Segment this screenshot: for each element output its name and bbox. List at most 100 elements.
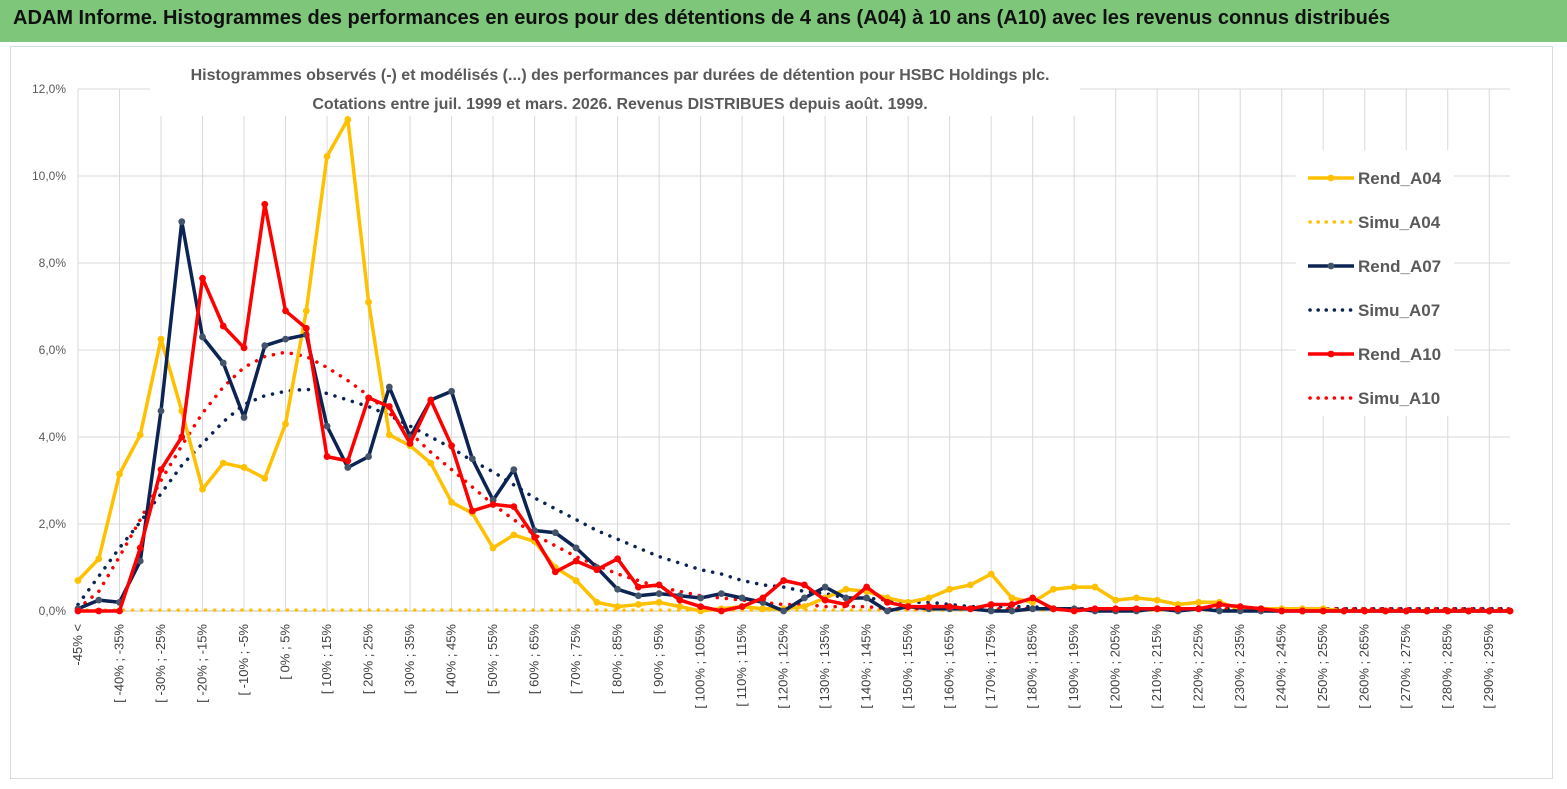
data-point-Rend_A04: [634, 601, 642, 608]
x-tick-label: [ -30% ; -25%: [153, 624, 168, 703]
data-point-Rend_A10: [1236, 603, 1244, 611]
data-point-Rend_A04: [116, 470, 123, 478]
data-point-Rend_A04: [261, 474, 269, 482]
data-point-Rend_A07: [800, 594, 808, 602]
x-tick-label: [ 140% ; 145%: [859, 624, 874, 709]
data-point-Rend_A10: [1008, 601, 1016, 608]
data-point-Rend_A10: [1112, 605, 1120, 613]
data-point-Rend_A10: [1361, 607, 1369, 615]
data-point-Rend_A10: [800, 581, 808, 589]
y-axis: 0,0% 2,0% 4,0% 6,0% 8,0% 10,0% 12,0%: [32, 82, 66, 618]
x-tick-label: [ 290% ; 295%: [1481, 624, 1496, 709]
y-tick-label: 6,0%: [39, 343, 67, 357]
page-title-banner: ADAM Informe. Histogrammes des performan…: [0, 0, 1567, 42]
data-point-Rend_A10: [1070, 607, 1078, 615]
data-point-Rend_A04: [967, 581, 974, 589]
chart-title-line1: Histogrammes observés (-) et modélisés (…: [191, 67, 1050, 84]
data-point-Rend_A10: [1153, 605, 1161, 613]
data-point-Rend_A07: [883, 607, 891, 615]
x-tick-label: [ 70% ; 75%: [568, 624, 583, 695]
data-point-Rend_A10: [261, 200, 269, 208]
data-point-Rend_A04: [1153, 596, 1161, 604]
x-tick-label: [ 40% ; 45%: [444, 624, 459, 695]
data-point-Rend_A10: [614, 555, 621, 563]
data-point-Rend_A07: [717, 590, 725, 597]
data-point-Rend_A07: [655, 590, 663, 597]
series-line-Rend_A04: [76, 117, 1510, 613]
data-point-Rend_A10: [448, 442, 455, 450]
data-point-Rend_A10: [302, 324, 310, 332]
data-point-Rend_A04: [365, 298, 372, 306]
data-point-Rend_A07: [385, 383, 393, 391]
data-point-Rend_A04: [925, 594, 933, 602]
data-point-Rend_A10: [178, 433, 186, 441]
data-point-Rend_A04: [655, 598, 663, 606]
data-point-Rend_A04: [676, 603, 684, 611]
data-point-Rend_A04: [385, 431, 393, 439]
data-point-Rend_A10: [199, 274, 206, 282]
data-point-Rend_A04: [427, 459, 435, 467]
data-point-Rend_A10: [1382, 607, 1389, 615]
data-point-Rend_A10: [904, 603, 912, 611]
data-point-Rend_A07: [448, 387, 455, 395]
x-tick-label: [ 230% ; 235%: [1232, 624, 1247, 709]
y-tick-label: 4,0%: [39, 430, 67, 444]
x-tick-label: [ 200% ; 205%: [1108, 624, 1123, 709]
data-point-Rend_A10: [1319, 607, 1327, 615]
series-line-Rend_A10: [78, 202, 1510, 613]
data-point-Rend_A07: [261, 342, 269, 350]
x-tick-label: [ 190% ; 195%: [1066, 624, 1081, 709]
data-point-Rend_A10: [531, 533, 538, 541]
data-point-Rend_A10: [240, 344, 248, 352]
data-point-Rend_A10: [925, 603, 933, 611]
data-point-Rend_A07: [551, 529, 559, 537]
data-point-Rend_A10: [883, 598, 891, 606]
legend-background: [1296, 150, 1454, 416]
data-point-Rend_A07: [1216, 607, 1223, 615]
x-tick-label: [ 90% ; 95%: [651, 624, 666, 695]
data-point-Rend_A10: [1465, 607, 1472, 615]
x-tick-label: [ 150% ; 155%: [900, 624, 915, 709]
data-point-Rend_A10: [1506, 607, 1514, 615]
data-point-Rend_A10: [697, 603, 705, 611]
data-point-Rend_A10: [1299, 607, 1306, 615]
data-point-Rend_A04: [1050, 585, 1057, 593]
data-point-Rend_A07: [219, 359, 227, 367]
legend-label-Simu_A10: Simu_A10: [1358, 389, 1440, 408]
data-point-Rend_A10: [219, 322, 227, 330]
data-point-Rend_A07: [614, 585, 621, 593]
data-point-Rend_A10: [1050, 605, 1057, 613]
data-point-Rend_A04: [1008, 594, 1016, 602]
x-tick-label: [ 20% ; 25%: [361, 624, 376, 695]
data-point-Rend_A10: [489, 501, 497, 508]
data-point-Rend_A07: [240, 414, 248, 421]
data-point-Rend_A10: [1133, 605, 1140, 613]
data-point-Rend_A10: [1091, 605, 1099, 613]
data-point-Rend_A07: [1029, 605, 1037, 613]
x-tick-label: [ 250% ; 255%: [1315, 624, 1330, 709]
chart-title-line2: Cotations entre juil. 1999 et mars. 2026…: [312, 96, 927, 113]
data-point-Rend_A10: [1402, 607, 1410, 615]
data-point-Rend_A10: [427, 396, 435, 404]
series-layer: [74, 116, 1514, 615]
data-point-Rend_A10: [738, 603, 746, 611]
x-tick-label: [ 110% ; 115%: [734, 624, 749, 707]
data-point-Rend_A10: [987, 601, 995, 608]
data-point-Rend_A04: [489, 544, 497, 552]
data-point-Rend_A10: [468, 507, 476, 515]
data-point-Rend_A10: [1485, 607, 1493, 615]
data-point-Rend_A10: [759, 594, 767, 602]
data-point-Rend_A10: [1195, 605, 1203, 613]
data-point-Rend_A10: [842, 601, 850, 608]
data-point-Rend_A10: [863, 583, 871, 591]
data-point-Rend_A10: [95, 607, 103, 615]
data-point-Rend_A07: [780, 607, 788, 615]
data-point-Rend_A07: [572, 544, 580, 552]
data-point-Rend_A04: [95, 555, 103, 563]
x-tick-label: [ 60% ; 65%: [527, 624, 542, 695]
y-tick-label: 2,0%: [39, 517, 67, 531]
data-point-Rend_A10: [282, 307, 289, 315]
x-tick-label: [ 270% ; 275%: [1398, 624, 1413, 709]
data-point-Rend_A10: [634, 583, 642, 591]
data-point-Rend_A07: [821, 583, 829, 591]
